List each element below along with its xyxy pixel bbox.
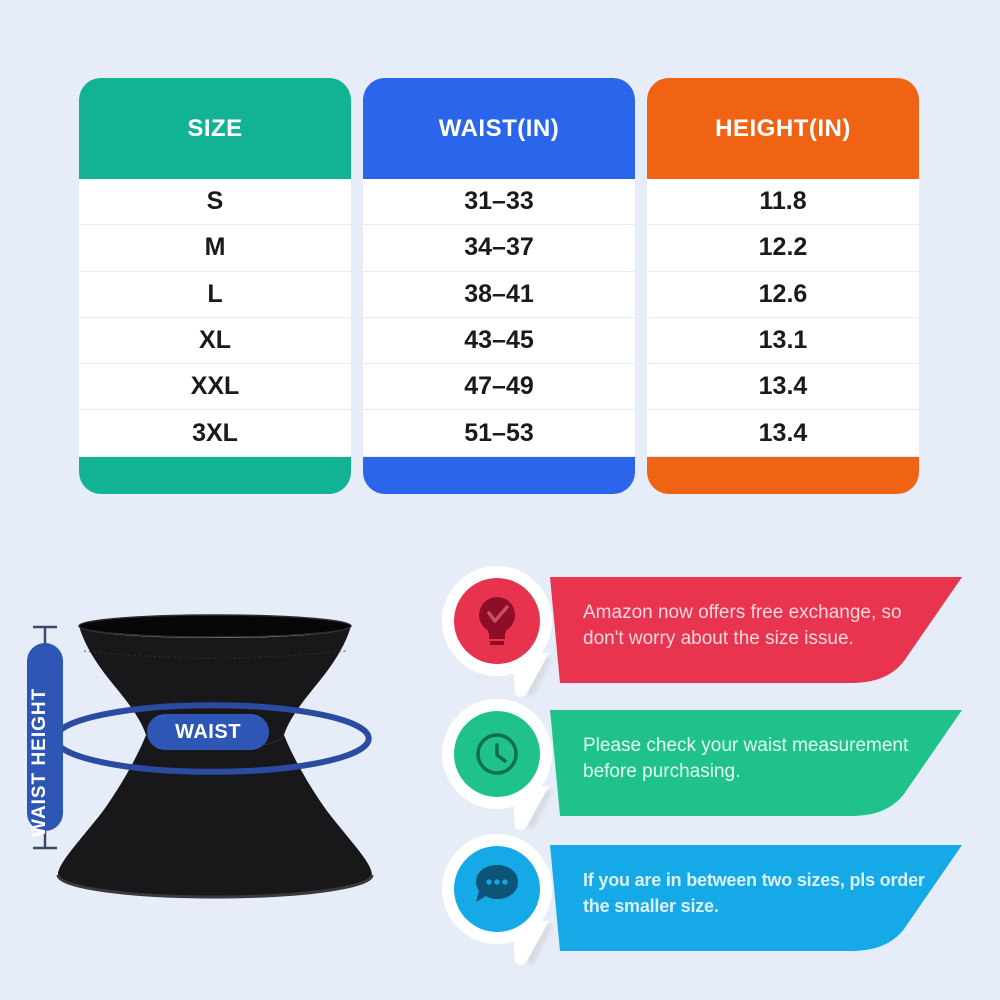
svg-text:WAIST HEIGHT: WAIST HEIGHT — [29, 688, 50, 837]
